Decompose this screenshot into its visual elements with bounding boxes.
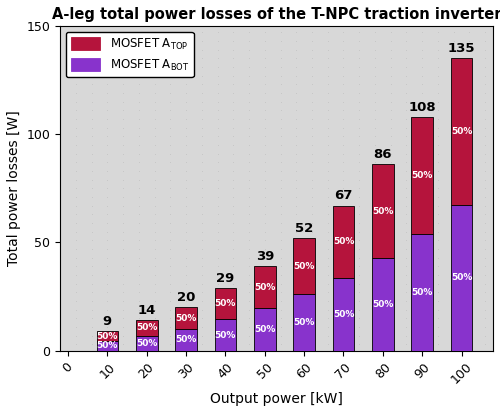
Bar xyxy=(332,206,354,278)
Title: A-leg total power losses of the T-NPC traction inverter: A-leg total power losses of the T-NPC tr… xyxy=(52,7,500,22)
Text: 50%: 50% xyxy=(451,127,472,136)
Bar xyxy=(136,335,158,351)
Text: 50%: 50% xyxy=(96,332,118,341)
Text: 9: 9 xyxy=(103,315,112,328)
Bar xyxy=(175,307,197,329)
Text: 50%: 50% xyxy=(214,330,236,339)
Text: 50%: 50% xyxy=(372,206,394,216)
Bar xyxy=(214,288,236,319)
Text: 86: 86 xyxy=(374,148,392,161)
Bar xyxy=(96,341,118,351)
Text: 50%: 50% xyxy=(412,171,433,180)
Text: 50%: 50% xyxy=(136,339,158,348)
Bar xyxy=(450,204,472,351)
Bar xyxy=(254,266,276,309)
Text: 50%: 50% xyxy=(412,288,433,297)
Text: 50%: 50% xyxy=(136,323,158,332)
Bar xyxy=(332,278,354,351)
Text: 29: 29 xyxy=(216,272,234,285)
Bar xyxy=(372,164,394,258)
Bar xyxy=(175,329,197,351)
Text: 20: 20 xyxy=(177,291,195,304)
Text: 50%: 50% xyxy=(176,335,197,344)
Text: 50%: 50% xyxy=(214,299,236,308)
Bar xyxy=(294,294,315,351)
Text: 50%: 50% xyxy=(451,273,472,282)
Text: 52: 52 xyxy=(295,222,314,235)
Text: 50%: 50% xyxy=(333,237,354,247)
Text: 50%: 50% xyxy=(96,341,118,350)
Bar xyxy=(412,117,433,234)
Bar xyxy=(214,319,236,351)
Bar xyxy=(136,320,158,335)
Y-axis label: Total power losses [W]: Total power losses [W] xyxy=(7,110,21,266)
Text: 67: 67 xyxy=(334,190,352,202)
Text: 108: 108 xyxy=(408,101,436,114)
Text: 50%: 50% xyxy=(254,325,276,334)
Text: 50%: 50% xyxy=(294,262,315,271)
Text: 14: 14 xyxy=(138,304,156,317)
Legend: MOSFET A$_{\mathrm{TOP}}$, MOSFET A$_{\mathrm{BOT}}$: MOSFET A$_{\mathrm{TOP}}$, MOSFET A$_{\m… xyxy=(66,32,194,77)
X-axis label: Output power [kW]: Output power [kW] xyxy=(210,392,343,406)
Bar xyxy=(412,234,433,351)
Bar xyxy=(254,309,276,351)
Text: 50%: 50% xyxy=(372,300,394,309)
Text: 50%: 50% xyxy=(254,283,276,292)
Bar xyxy=(450,58,472,204)
Bar xyxy=(372,258,394,351)
Bar xyxy=(294,238,315,294)
Bar xyxy=(96,331,118,341)
Text: 135: 135 xyxy=(448,42,475,55)
Text: 50%: 50% xyxy=(333,310,354,319)
Text: 50%: 50% xyxy=(294,318,315,327)
Text: 39: 39 xyxy=(256,250,274,263)
Text: 50%: 50% xyxy=(176,314,197,323)
